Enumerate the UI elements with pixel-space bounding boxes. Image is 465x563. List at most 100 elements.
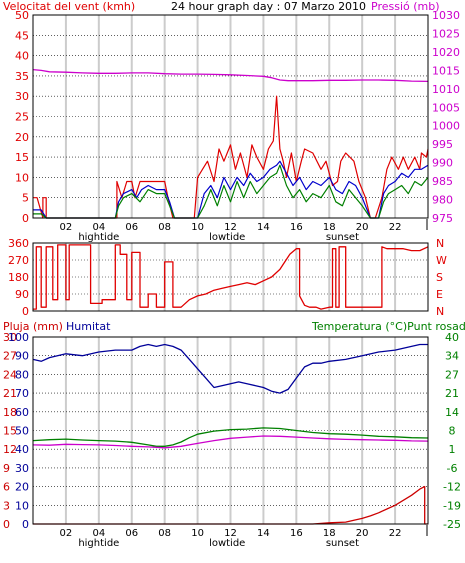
- x-tick-label: 04: [92, 222, 105, 233]
- x-tick-label: 12: [224, 222, 237, 233]
- pressure-tick-label: 1025: [432, 27, 460, 40]
- pressure-tick-label: 1000: [432, 120, 460, 133]
- wind-speed-tick-label: 15: [15, 151, 29, 164]
- humidity-tick-label: 10: [15, 499, 29, 512]
- direction-degree-tick-label: 0: [22, 305, 29, 318]
- humidity-tick-label: 20: [15, 481, 29, 494]
- pressure-tick-label: 980: [432, 194, 453, 207]
- panel-frame-1: [32, 14, 429, 219]
- wind-speed-tick-label: 30: [15, 90, 29, 103]
- compass-tick-label: W: [436, 254, 447, 267]
- tide-event-label: sunset: [326, 538, 359, 549]
- x-tick-label: 10: [191, 222, 204, 233]
- temperature-tick-label: 40: [445, 331, 459, 344]
- pressure-tick-label: 1020: [432, 46, 460, 59]
- wind-speed-tick-label: 45: [15, 29, 29, 42]
- humidity-series-line: [32, 343, 428, 394]
- x-tick-label: 08: [158, 528, 171, 539]
- temperature-tick-label: -12: [443, 481, 461, 494]
- pressure-tick-label: 1015: [432, 64, 460, 77]
- rain-axis-title: Pluja (mm): [3, 320, 63, 333]
- compass-tick-label: N: [436, 237, 444, 250]
- panel-frames: [32, 14, 429, 525]
- tide-event-label: lowtide: [209, 232, 245, 243]
- x-tick-label: 14: [257, 528, 270, 539]
- x-tick-label: 08: [158, 222, 171, 233]
- tide-event-label: lowtide: [209, 538, 245, 549]
- compass-tick-label: S: [436, 271, 443, 284]
- temperature-tick-label: -19: [443, 499, 461, 512]
- rain-tick-label: 6: [3, 481, 10, 494]
- temperature-tick-label: 21: [445, 387, 459, 400]
- temperature-axis-title: Temperatura (°C)Punt rosada: [311, 320, 465, 333]
- pressure-tick-label: 1030: [432, 9, 460, 22]
- panel-frame-3: [32, 336, 429, 525]
- humidity-tick-label: 40: [15, 443, 29, 456]
- rain-tick-label: 3: [3, 499, 10, 512]
- x-tick-label: 12: [224, 528, 237, 539]
- x-tick-label: 02: [60, 528, 73, 539]
- humidity-tick-label: 90: [15, 350, 29, 363]
- humidity-tick-label: 60: [15, 406, 29, 419]
- wind-speed-tick-label: 5: [22, 192, 29, 205]
- panel-frame-2: [32, 242, 429, 312]
- x-tick-label: 02: [60, 222, 73, 233]
- rain-tick-label: 9: [3, 462, 10, 475]
- rain-series-line: [33, 485, 428, 525]
- x-tick-label: 16: [290, 528, 303, 539]
- graph-title: 24 hour graph day : 07 Marzo 2010: [171, 0, 366, 13]
- temperature-tick-label: 1: [449, 443, 456, 456]
- wind-direction-series-line: [33, 244, 429, 310]
- rain-tick-label: 30: [3, 331, 17, 344]
- pressure-tick-label: 990: [432, 157, 453, 170]
- temperature-tick-label: 34: [445, 350, 459, 363]
- temperature-tick-label: -6: [447, 462, 458, 475]
- x-tick-label: 10: [191, 528, 204, 539]
- rain-tick-label: 18: [3, 406, 17, 419]
- x-tick-label: 18: [323, 528, 336, 539]
- wind-speed-tick-label: 35: [15, 70, 29, 83]
- temperature-tick-label: -25: [443, 518, 461, 531]
- wind-speed-tick-label: 25: [15, 111, 29, 124]
- wind-axis-title: Velocitat del vent (kmh): [3, 0, 135, 13]
- tide-event-label: hightide: [78, 232, 119, 243]
- pressure-tick-label: 1005: [432, 101, 460, 114]
- temperature-tick-label: 8: [449, 425, 456, 438]
- x-tick-label: 04: [92, 528, 105, 539]
- x-tick-label: 06: [125, 528, 138, 539]
- compass-tick-label: E: [436, 288, 443, 301]
- rain-tick-label: 15: [3, 425, 17, 438]
- wind-speed-tick-label: 20: [15, 131, 29, 144]
- tick-labels: 0510152025303540455097598098599099510001…: [3, 9, 461, 549]
- humidity-tick-label: 80: [15, 368, 29, 381]
- humidity-tick-label: 30: [15, 462, 29, 475]
- humidity-axis-title: Humitat: [66, 320, 111, 333]
- direction-degree-tick-label: 180: [8, 271, 29, 284]
- temperature-tick-label: 27: [445, 368, 459, 381]
- pressure-axis-title: Pressió (mb): [371, 0, 440, 13]
- x-tick-label: 06: [125, 222, 138, 233]
- x-tick-label: 22: [389, 528, 402, 539]
- wind-speed-tick-label: 10: [15, 171, 29, 184]
- rain-tick-label: 0: [3, 518, 10, 531]
- pressure-tick-label: 1010: [432, 83, 460, 96]
- humidity-tick-label: 0: [22, 518, 29, 531]
- humidity-tick-label: 100: [8, 331, 29, 344]
- wind-speed-tick-label: 0: [22, 212, 29, 225]
- direction-degree-tick-label: 360: [8, 237, 29, 250]
- rain-tick-label: 24: [3, 368, 17, 381]
- x-tick-label: 14: [257, 222, 270, 233]
- humidity-tick-label: 50: [15, 425, 29, 438]
- x-tick-label: 20: [356, 528, 369, 539]
- x-tick-label: 20: [356, 222, 369, 233]
- tide-event-label: hightide: [78, 538, 119, 549]
- pressure-tick-label: 975: [432, 212, 453, 225]
- pressure-tick-label: 995: [432, 138, 453, 151]
- temperature-series-line: [32, 427, 429, 447]
- x-tick-label: 16: [290, 222, 303, 233]
- direction-degree-tick-label: 270: [8, 254, 29, 267]
- direction-degree-tick-label: 90: [15, 288, 29, 301]
- tide-event-label: sunset: [326, 232, 359, 243]
